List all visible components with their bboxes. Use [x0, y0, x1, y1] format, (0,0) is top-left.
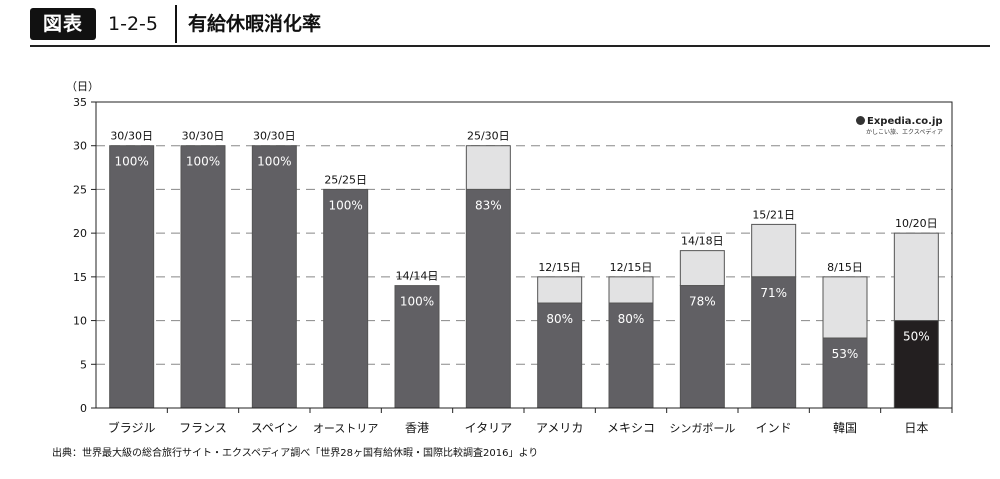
bar-granted	[893, 232, 939, 322]
x-tick-label: スペイン	[251, 421, 298, 435]
bar-percent-label: 80%	[618, 312, 645, 326]
x-tick-label: アメリカ	[536, 421, 583, 435]
y-tick-label: 25	[73, 183, 87, 196]
bar-used	[608, 302, 654, 409]
logo-brand-text: Expedia.co.jp	[867, 116, 943, 127]
x-tick-label: インド	[756, 421, 792, 435]
bars	[109, 145, 939, 409]
bar-used	[679, 285, 725, 409]
y-tick-label: 35	[73, 96, 87, 109]
bar-used	[180, 145, 226, 409]
bar-granted	[679, 250, 725, 287]
bar-percent-label: 83%	[475, 198, 502, 212]
bar-used	[465, 188, 511, 409]
bar-top-label: 14/14日	[396, 270, 439, 283]
header-rule	[30, 45, 990, 47]
bar-percent-label: 100%	[257, 155, 291, 169]
bar-percent-label: 53%	[832, 347, 859, 361]
bar-granted	[537, 276, 583, 304]
y-tick-label: 0	[80, 402, 87, 415]
figure-header: 図表 1-2-5 有給休暇消化率	[0, 0, 1000, 60]
expedia-logo: Expedia.co.jp かしこい旅、エクスペディア	[856, 116, 946, 144]
figure-number: 1-2-5	[108, 13, 158, 35]
x-tick-label: シンガポール	[669, 422, 735, 435]
bar-granted	[822, 276, 868, 339]
bar-granted	[751, 223, 797, 278]
x-tick-label: 韓国	[833, 421, 857, 435]
logo-tagline: かしこい旅、エクスペディア	[866, 129, 943, 136]
bar-top-label: 25/30日	[467, 130, 510, 143]
bar-used	[893, 320, 939, 409]
bar-top-label: 14/18日	[681, 235, 724, 248]
y-tick-label: 30	[73, 140, 87, 153]
bar-percent-label: 78%	[689, 295, 716, 309]
bar-used	[822, 337, 868, 409]
bar-percent-label: 100%	[186, 155, 220, 169]
bar-granted	[608, 276, 654, 304]
bar-top-label: 30/30日	[182, 130, 225, 143]
y-tick-label: 10	[73, 315, 87, 328]
bar-used	[251, 145, 297, 409]
bar-top-label: 30/30日	[253, 130, 296, 143]
paid-leave-chart: 30/30日 100% 30/30日 100% 30/30日 100% 25/25日 100%…	[66, 80, 953, 435]
bar-percent-label: 50%	[903, 330, 930, 344]
axes: 0 5 10 15 20 25 30 35 ブラジル フランス スペイン オーストリア 香港 イタリア アメ…	[73, 96, 953, 435]
bar-percent-label: 80%	[546, 312, 573, 326]
y-tick-label: 5	[80, 358, 87, 371]
bar-percent-label: 100%	[115, 155, 149, 169]
x-tick-label: フランス	[179, 421, 227, 435]
bar-labels: 30/30日 100% 30/30日 100% 30/30日 100% 25/25日 100%…	[110, 130, 937, 361]
y-axis-label: （日）	[66, 80, 99, 93]
x-tick-label: 香港	[405, 421, 429, 435]
bar-top-label: 12/15日	[538, 261, 581, 274]
source-note: 出典：世界最大級の総合旅行サイト・エクスペディア調べ「世界28ヶ国有給休暇・国際…	[52, 448, 539, 459]
figure-badge: 図表	[30, 8, 96, 40]
figure-title: 有給休暇消化率	[188, 13, 322, 35]
bar-top-label: 30/30日	[110, 130, 153, 143]
bar-top-label: 10/20日	[895, 217, 938, 230]
x-tick-label: イタリア	[465, 421, 513, 435]
y-tick-label: 20	[73, 227, 87, 240]
bar-percent-label: 100%	[400, 295, 434, 309]
bar-used	[109, 145, 155, 409]
bar-used	[751, 276, 797, 409]
bar-percent-label: 100%	[329, 198, 363, 212]
bar-percent-label: 71%	[760, 286, 787, 300]
x-tick-label: メキシコ	[607, 421, 655, 435]
y-tick-label: 15	[73, 271, 87, 284]
bar-top-label: 15/21日	[752, 208, 795, 221]
bar-top-label: 8/15日	[827, 261, 863, 274]
x-tick-label: 日本	[904, 421, 928, 435]
header-separator	[175, 5, 177, 43]
bar-used	[394, 285, 440, 409]
globe-icon	[856, 116, 865, 125]
bar-used	[323, 188, 369, 409]
bar-granted	[465, 145, 511, 190]
logo-brand: Expedia.co.jp	[856, 116, 946, 127]
bar-top-label: 25/25日	[324, 173, 367, 186]
x-tick-label: ブラジル	[108, 420, 156, 435]
x-tick-label: オーストリア	[313, 422, 378, 435]
bar-top-label: 12/15日	[610, 261, 653, 274]
